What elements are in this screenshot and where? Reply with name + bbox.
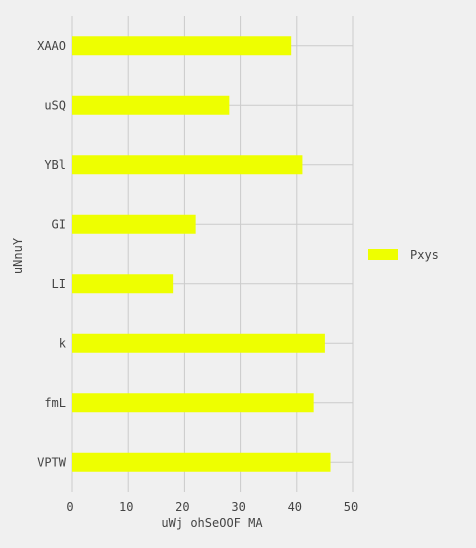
bar bbox=[72, 214, 196, 234]
y-tick-label: k bbox=[59, 336, 67, 350]
legend-label: Pxys bbox=[410, 248, 439, 262]
legend-swatch bbox=[368, 249, 398, 260]
bar bbox=[72, 274, 174, 294]
bar bbox=[72, 333, 325, 353]
x-tick-label: 50 bbox=[344, 500, 358, 514]
x-axis-label: uWj ohSeOOF MA bbox=[161, 516, 263, 530]
y-tick-label: fmL bbox=[44, 396, 66, 410]
y-tick-label: YBl bbox=[44, 158, 66, 172]
x-tick-label: 40 bbox=[288, 500, 302, 514]
y-tick-labels: XAAO uSQ YBl GI LI k fmL VPTW bbox=[37, 39, 67, 470]
y-tick-label: GI bbox=[52, 217, 66, 231]
y-axis-label: uNnuY bbox=[11, 237, 25, 274]
bar bbox=[72, 36, 292, 56]
bar bbox=[72, 452, 331, 472]
y-tick-label: uSQ bbox=[44, 98, 66, 112]
x-tick-label: 10 bbox=[119, 500, 133, 514]
x-tick-label: 30 bbox=[231, 500, 245, 514]
legend: Pxys bbox=[368, 248, 439, 262]
bar bbox=[72, 95, 230, 115]
bars bbox=[72, 36, 331, 472]
x-tick-label: 0 bbox=[66, 500, 73, 514]
bar bbox=[72, 393, 314, 413]
x-tick-label: 20 bbox=[175, 500, 189, 514]
y-tick-label: LI bbox=[52, 277, 66, 291]
bar bbox=[72, 155, 303, 175]
y-tick-label: VPTW bbox=[37, 455, 67, 469]
y-tick-label: XAAO bbox=[37, 39, 66, 53]
x-tick-labels: 0 10 20 30 40 50 bbox=[66, 500, 358, 514]
